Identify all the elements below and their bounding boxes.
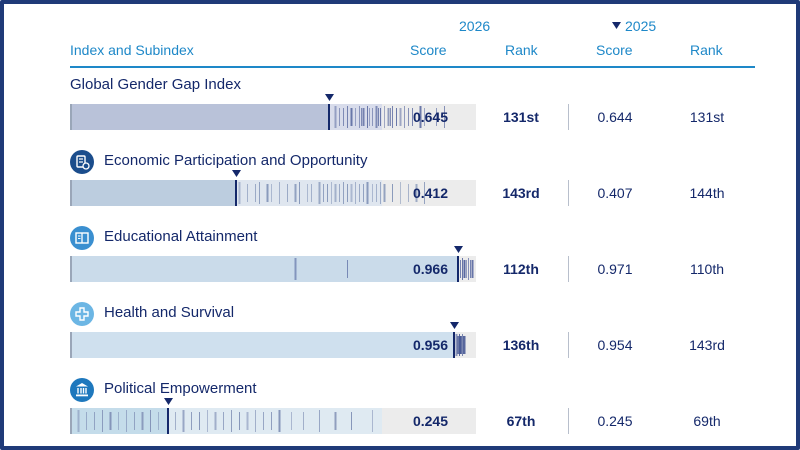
score-2025-value: 0.407 bbox=[597, 185, 633, 201]
government-icon bbox=[70, 378, 94, 402]
header-year-2026: 2026 bbox=[459, 18, 491, 34]
bar-axis-start bbox=[70, 332, 72, 358]
rank-2026-value: 67th bbox=[506, 413, 536, 429]
score-bar-track bbox=[70, 256, 476, 282]
row-title: Economic Participation and Opportunity bbox=[104, 152, 368, 169]
bar-axis-start bbox=[70, 408, 72, 434]
triangle-marker-icon bbox=[612, 22, 621, 29]
column-separator bbox=[568, 408, 569, 434]
header-rank-2026: Rank bbox=[505, 42, 538, 58]
score-2026-value: 0.245 bbox=[412, 413, 448, 429]
score-bar bbox=[70, 256, 458, 282]
distribution-ticks bbox=[328, 104, 445, 130]
row-title: Health and Survival bbox=[104, 304, 235, 321]
header-year-2025: 2025 bbox=[612, 18, 656, 34]
score-bar-track bbox=[70, 408, 476, 434]
score-bar bbox=[70, 104, 329, 130]
rank-2026-value: 143rd bbox=[502, 185, 540, 201]
rank-2025-value: 110th bbox=[690, 261, 724, 277]
header-rank-2025: Rank bbox=[690, 42, 723, 58]
bar-axis-start bbox=[70, 180, 72, 206]
rank-2025-value: 69th bbox=[693, 413, 721, 429]
score-2025-value: 0.971 bbox=[597, 261, 633, 277]
column-separator bbox=[568, 332, 569, 358]
row-title: Global Gender Gap Index bbox=[70, 76, 241, 93]
header-score-2026: Score bbox=[410, 42, 447, 58]
column-separator bbox=[568, 180, 569, 206]
column-separator bbox=[568, 256, 569, 282]
distribution-ticks bbox=[453, 332, 466, 358]
score-2026-value: 0.645 bbox=[412, 109, 448, 125]
header-divider bbox=[70, 66, 755, 68]
rank-2025-value: 131st bbox=[689, 109, 725, 125]
column-separator bbox=[568, 104, 569, 130]
score-2025-value: 0.644 bbox=[597, 109, 633, 125]
score-bar-track bbox=[70, 332, 476, 358]
score-2025-value: 0.245 bbox=[597, 413, 633, 429]
health-icon bbox=[70, 302, 94, 326]
economy-icon bbox=[70, 150, 94, 174]
rank-2025-value: 144th bbox=[689, 185, 725, 201]
rank-2026-value: 136th bbox=[502, 337, 540, 353]
distribution-ticks bbox=[235, 180, 425, 206]
header-index-label: Index and Subindex bbox=[70, 42, 194, 58]
score-2026-value: 0.966 bbox=[412, 261, 448, 277]
rank-2025-value: 143rd bbox=[689, 337, 725, 353]
distribution-ticks bbox=[294, 256, 474, 282]
row-title: Political Empowerment bbox=[104, 380, 257, 397]
rank-2026-value: 131st bbox=[503, 109, 539, 125]
bar-axis-start bbox=[70, 256, 72, 282]
education-icon bbox=[70, 226, 94, 250]
score-bar bbox=[70, 332, 454, 358]
score-bar bbox=[70, 180, 236, 206]
score-2025-value: 0.954 bbox=[597, 337, 633, 353]
header-year-2025-label: 2025 bbox=[625, 18, 657, 34]
distribution-ticks bbox=[77, 408, 373, 434]
bar-axis-start bbox=[70, 104, 72, 130]
row-title: Educational Attainment bbox=[104, 228, 258, 245]
score-2026-value: 0.412 bbox=[412, 185, 448, 201]
header-score-2025: Score bbox=[596, 42, 633, 58]
rank-2026-value: 112th bbox=[503, 261, 539, 277]
score-2026-value: 0.956 bbox=[412, 337, 448, 353]
